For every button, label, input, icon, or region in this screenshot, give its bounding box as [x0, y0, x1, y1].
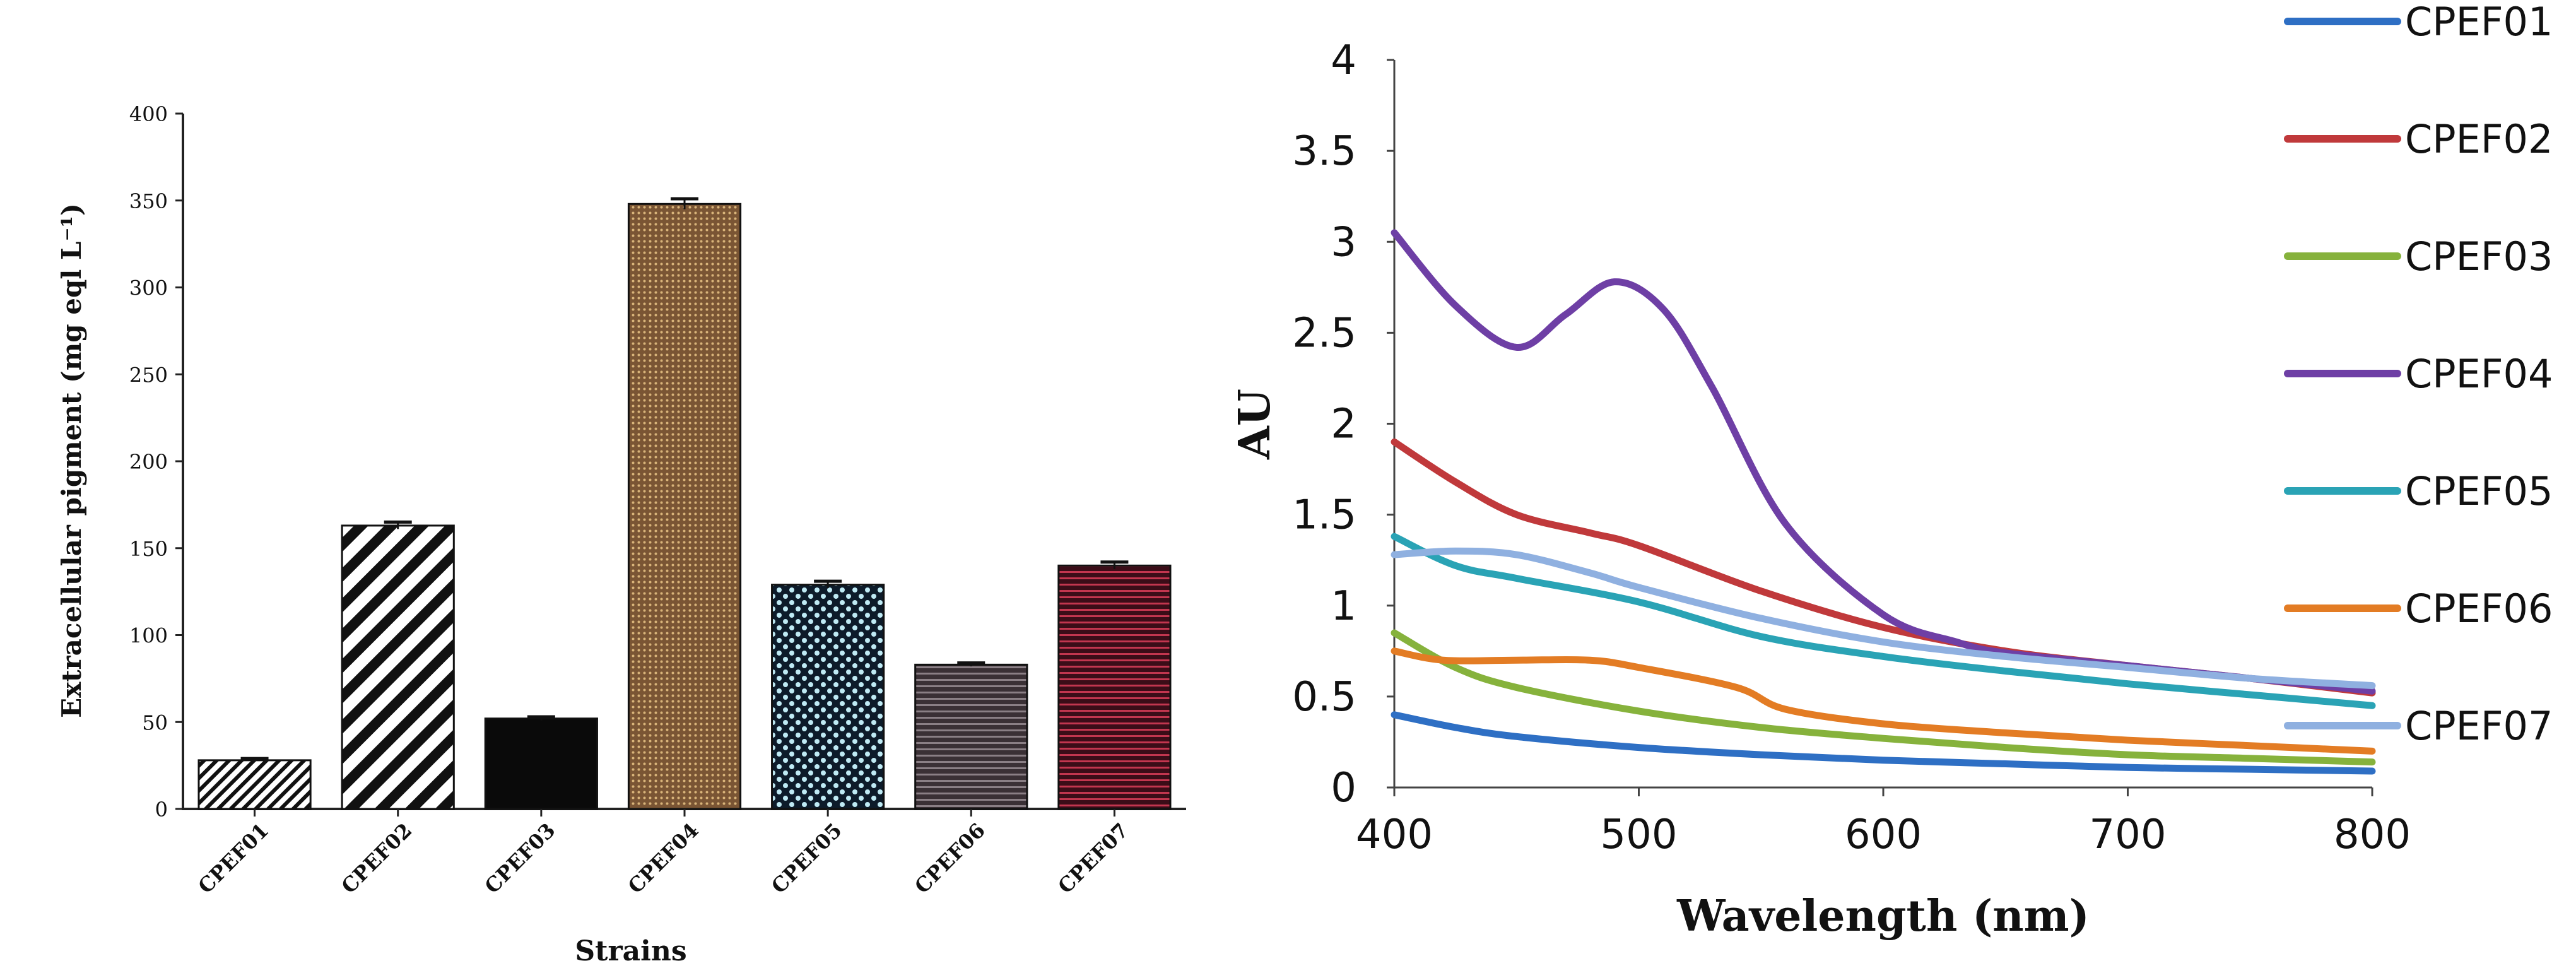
bar-x-axis-title: Strains — [575, 935, 686, 967]
bar-y-tick-label: 150 — [129, 537, 168, 561]
line-x-axis-title: Wavelength (nm) — [1676, 891, 2090, 941]
bar-y-tick-label: 250 — [129, 363, 168, 387]
series-line-cpef04 — [1391, 229, 2376, 695]
series-line-cpef07 — [1391, 547, 2376, 690]
series-line-cpef06 — [1391, 647, 2376, 755]
line-y-tick-label: 2.5 — [1292, 310, 1356, 357]
line-x-tick-label: 400 — [1356, 811, 1433, 858]
bar-x-ticks: CPEF01 CPEF02 CPEF03 CPEF04 CPEF05 CPEF06 CPEF… — [194, 809, 1133, 899]
line-y-tick-label: 1 — [1331, 583, 1356, 630]
line-y-tick-label: 0.5 — [1292, 674, 1356, 721]
legend-label-cpef07: CPEF07 — [2405, 703, 2553, 749]
series-line-cpef01 — [1391, 711, 2376, 775]
legend-label-cpef03: CPEF03 — [2405, 233, 2553, 280]
series-line-cpef03 — [1391, 629, 2376, 766]
line-x-tick-label: 600 — [1845, 811, 1922, 858]
bar-y-tick-label: 400 — [129, 102, 168, 126]
legend-label-cpef01: CPEF01 — [2405, 0, 2553, 45]
bar-y-tick-label: 350 — [129, 189, 168, 213]
bar-cpef06 — [914, 663, 1028, 810]
bar-cpef04 — [627, 203, 742, 810]
line-chart: 0 0.5 1 1.5 2 2.5 3 3.5 4 400 500 600 700 800 Wavele… — [1230, 0, 2553, 941]
bar-cpef02 — [341, 524, 455, 810]
line-y-tick-label: 4 — [1331, 37, 1356, 84]
bar-x-tick-label: CPEF07 — [1053, 818, 1133, 899]
bar-cpef01 — [197, 759, 312, 810]
bar-y-tick-label: 50 — [142, 711, 168, 734]
line-y-tick-label: 2 — [1331, 401, 1356, 448]
bar-y-tick-label: 0 — [155, 798, 168, 822]
line-y-tick-label: 0 — [1331, 765, 1356, 811]
bar-x-tick-label: CPEF03 — [480, 818, 560, 899]
line-x-ticks: 400 500 600 700 800 — [1356, 787, 2411, 858]
line-series-group — [1391, 229, 2376, 775]
bar-cpef07 — [1057, 564, 1172, 810]
line-x-tick-label: 800 — [2334, 811, 2411, 858]
line-y-ticks: 0 0.5 1 1.5 2 2.5 3 3.5 4 — [1292, 37, 1394, 811]
legend-label-cpef06: CPEF06 — [2405, 586, 2553, 632]
line-legend: CPEF01 CPEF02 CPEF03 CPEF04 CPEF05 CPEF06 CPEF… — [2284, 0, 2553, 749]
bar-cpef03 — [484, 717, 598, 810]
bar-y-tick-label: 100 — [129, 624, 168, 648]
legend-label-cpef05: CPEF05 — [2405, 468, 2553, 514]
bar-y-ticks: 0 50 100 150 200 250 300 350 400 — [129, 102, 183, 822]
bar-cpef05 — [771, 584, 885, 810]
line-y-tick-label: 3 — [1331, 219, 1356, 266]
line-x-tick-label: 500 — [1600, 811, 1677, 858]
bar-x-tick-label: CPEF05 — [767, 818, 847, 899]
bar-x-tick-label: CPEF02 — [337, 818, 417, 899]
legend-label-cpef02: CPEF02 — [2405, 116, 2553, 162]
bar-y-tick-label: 200 — [129, 450, 168, 474]
line-y-tick-label: 3.5 — [1292, 128, 1356, 175]
bar-x-tick-label: CPEF06 — [910, 818, 990, 899]
bar-x-tick-label: CPEF04 — [623, 818, 703, 899]
series-line-cpef05 — [1391, 533, 2376, 709]
bar-y-tick-label: 300 — [129, 276, 168, 300]
line-y-tick-label: 1.5 — [1292, 492, 1356, 539]
bar-x-tick-label: CPEF01 — [194, 818, 274, 899]
line-y-axis-title: AU — [1230, 389, 1280, 460]
line-x-tick-label: 700 — [2089, 811, 2166, 858]
bar-y-axis-title: Extracellular pigment (mg eql L⁻¹) — [56, 203, 87, 718]
bar-bars — [197, 197, 1172, 810]
legend-label-cpef04: CPEF04 — [2405, 351, 2553, 397]
